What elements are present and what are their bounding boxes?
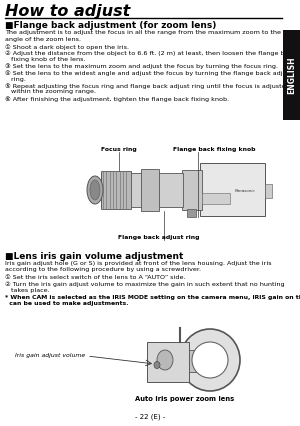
Text: ⑥ After finishing the adjustment, tighten the flange back fixing knob.: ⑥ After finishing the adjustment, tighte… xyxy=(5,96,229,101)
FancyBboxPatch shape xyxy=(265,184,272,198)
Text: ③ Set the lens to the maximum zoom and adjust the focus by turning the focus rin: ③ Set the lens to the maximum zoom and a… xyxy=(5,63,278,69)
FancyBboxPatch shape xyxy=(147,342,189,382)
Text: within the zooming range.: within the zooming range. xyxy=(5,89,96,95)
Text: ① Shoot a dark object to open the iris.: ① Shoot a dark object to open the iris. xyxy=(5,44,129,49)
Text: ring.: ring. xyxy=(5,77,26,81)
Text: The adjustment is to adjust the focus in all the range from the maximum zoom to : The adjustment is to adjust the focus in… xyxy=(5,30,300,35)
FancyBboxPatch shape xyxy=(101,173,183,207)
Text: ① Set the iris select switch of the lens to A “AUTO” side.: ① Set the iris select switch of the lens… xyxy=(5,275,185,280)
Text: Iris gain adjust hole (G or S) is provided at front of the lens housing. Adjust : Iris gain adjust hole (G or S) is provid… xyxy=(5,261,272,266)
Text: angle of the zoom lens.: angle of the zoom lens. xyxy=(5,37,81,41)
FancyBboxPatch shape xyxy=(187,209,196,217)
Ellipse shape xyxy=(192,342,228,378)
Text: fixing knob of the lens.: fixing knob of the lens. xyxy=(5,57,85,62)
FancyBboxPatch shape xyxy=(141,169,159,211)
FancyBboxPatch shape xyxy=(202,193,230,204)
Text: Focus ring: Focus ring xyxy=(101,147,137,152)
FancyBboxPatch shape xyxy=(101,171,131,209)
Ellipse shape xyxy=(157,350,173,370)
Text: ② Turn the iris gain adjust volume to maximize the gain in such extent that no h: ② Turn the iris gain adjust volume to ma… xyxy=(5,282,285,287)
Text: ENGLISH: ENGLISH xyxy=(287,56,296,94)
Text: can be used to make adjustments.: can be used to make adjustments. xyxy=(5,301,129,306)
Text: ⑤ Repeat adjusting the focus ring and flange back adjust ring until the focus is: ⑤ Repeat adjusting the focus ring and fl… xyxy=(5,83,290,89)
Text: ■Lens iris gain volume adjustment: ■Lens iris gain volume adjustment xyxy=(5,252,183,261)
Text: Iris gain adjust volume: Iris gain adjust volume xyxy=(15,354,85,359)
Ellipse shape xyxy=(180,329,240,391)
Text: How to adjust: How to adjust xyxy=(5,4,130,19)
Text: Panasonic: Panasonic xyxy=(235,189,256,193)
Text: Auto iris power zoom lens: Auto iris power zoom lens xyxy=(135,396,235,402)
Text: according to the following procedure by using a screwdriver.: according to the following procedure by … xyxy=(5,268,201,273)
Ellipse shape xyxy=(87,176,103,204)
FancyBboxPatch shape xyxy=(283,30,300,120)
Text: ■Flange back adjustment (for zoom lens): ■Flange back adjustment (for zoom lens) xyxy=(5,21,216,30)
Text: - 22 (E) -: - 22 (E) - xyxy=(135,414,165,420)
FancyBboxPatch shape xyxy=(189,350,211,372)
Ellipse shape xyxy=(154,362,160,368)
Text: * When CAM is selected as the IRIS MODE setting on the camera menu, IRIS gain on: * When CAM is selected as the IRIS MODE … xyxy=(5,296,300,300)
Text: ② Adjust the distance from the object to 6.6 ft. (2 m) at least, then loosen the: ② Adjust the distance from the object to… xyxy=(5,51,296,56)
FancyBboxPatch shape xyxy=(200,163,265,216)
Ellipse shape xyxy=(90,180,100,200)
Text: Flange back adjust ring: Flange back adjust ring xyxy=(118,235,200,240)
Text: ④ Set the lens to the widest angle and adjust the focus by turning the flange ba: ④ Set the lens to the widest angle and a… xyxy=(5,70,292,75)
FancyBboxPatch shape xyxy=(182,170,202,210)
Text: Flange back fixing knob: Flange back fixing knob xyxy=(173,147,255,152)
Text: takes place.: takes place. xyxy=(5,288,50,293)
